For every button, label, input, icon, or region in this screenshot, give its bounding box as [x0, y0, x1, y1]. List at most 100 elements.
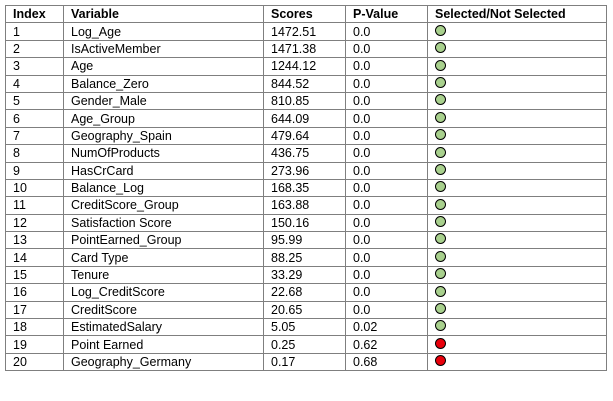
green-circle-icon: [435, 250, 446, 262]
row-index-cell: 7: [5, 126, 64, 146]
table-row: 19 Point Earned 0.25 0.62: [5, 335, 607, 354]
row-p-value-cell: 0.0: [345, 231, 428, 250]
row-score-cell: 20.65: [263, 300, 346, 320]
row-score-cell: 0.17: [263, 352, 346, 372]
table-row: 2 IsActiveMember 1471.38 0.0: [5, 39, 607, 59]
row-p-value-cell: 0.0: [345, 178, 428, 198]
row-index-cell: 10: [5, 178, 64, 198]
header-variable: Variable: [63, 4, 264, 24]
row-score-cell: 436.75: [263, 144, 346, 163]
row-variable-cell: Log_CreditScore: [63, 283, 264, 302]
row-status-cell: [427, 265, 607, 285]
row-index-cell: 1: [5, 22, 64, 41]
green-circle-icon: [435, 303, 446, 315]
row-variable-cell: Age: [63, 57, 264, 76]
row-p-value-cell: 0.0: [345, 22, 428, 41]
table-row: 13 PointEarned_Group 95.99 0.0: [5, 231, 607, 250]
table-row: 8 NumOfProducts 436.75 0.0: [5, 144, 607, 163]
table-row: 7 Geography_Spain 479.64 0.0: [5, 126, 607, 146]
green-circle-icon: [435, 42, 446, 54]
green-circle-icon: [435, 268, 446, 280]
row-status-cell: [427, 335, 607, 354]
table-row: 11 CreditScore_Group 163.88 0.0: [5, 196, 607, 215]
table-header: Index Variable Scores P-Value Selected/N…: [5, 4, 607, 24]
row-p-value-cell: 0.0: [345, 161, 428, 180]
row-variable-cell: CreditScore: [63, 300, 264, 320]
row-p-value-cell: 0.0: [345, 213, 428, 233]
header-scores: Scores: [263, 4, 346, 24]
row-p-value-cell: 0.0: [345, 126, 428, 146]
row-index-cell: 12: [5, 213, 64, 233]
row-index-cell: 4: [5, 74, 64, 93]
row-variable-cell: Age_Group: [63, 109, 264, 128]
row-p-value-cell: 0.0: [345, 144, 428, 163]
row-score-cell: 168.35: [263, 178, 346, 198]
row-status-cell: [427, 196, 607, 215]
row-variable-cell: NumOfProducts: [63, 144, 264, 163]
row-p-value-cell: 0.0: [345, 300, 428, 320]
row-status-cell: [427, 109, 607, 128]
row-status-cell: [427, 74, 607, 93]
row-score-cell: 5.05: [263, 318, 346, 337]
row-variable-cell: Point Earned: [63, 335, 264, 354]
table-row: 5 Gender_Male 810.85 0.0: [5, 91, 607, 111]
row-score-cell: 1244.12: [263, 57, 346, 76]
row-p-value-cell: 0.62: [345, 335, 428, 354]
row-variable-cell: Card Type: [63, 248, 264, 267]
row-score-cell: 644.09: [263, 109, 346, 128]
row-variable-cell: EstimatedSalary: [63, 318, 264, 337]
table-row: 4 Balance_Zero 844.52 0.0: [5, 74, 607, 93]
row-index-cell: 20: [5, 352, 64, 372]
row-status-cell: [427, 352, 607, 372]
row-variable-cell: Log_Age: [63, 22, 264, 41]
table-row: 12 Satisfaction Score 150.16 0.0: [5, 213, 607, 233]
row-score-cell: 844.52: [263, 74, 346, 93]
row-index-cell: 17: [5, 300, 64, 320]
row-status-cell: [427, 57, 607, 76]
row-variable-cell: Tenure: [63, 265, 264, 285]
row-status-cell: [427, 318, 607, 337]
row-p-value-cell: 0.0: [345, 248, 428, 267]
row-index-cell: 9: [5, 161, 64, 180]
row-score-cell: 95.99: [263, 231, 346, 250]
red-circle-icon: [435, 355, 446, 367]
row-p-value-cell: 0.0: [345, 57, 428, 76]
table-row: 17 CreditScore 20.65 0.0: [5, 300, 607, 320]
row-p-value-cell: 0.0: [345, 74, 428, 93]
row-variable-cell: Balance_Zero: [63, 74, 264, 93]
row-score-cell: 22.68: [263, 283, 346, 302]
row-status-cell: [427, 213, 607, 233]
row-index-cell: 8: [5, 144, 64, 163]
green-circle-icon: [435, 285, 446, 297]
row-score-cell: 163.88: [263, 196, 346, 215]
header-index: Index: [5, 4, 64, 24]
row-index-cell: 13: [5, 231, 64, 250]
row-variable-cell: Geography_Germany: [63, 352, 264, 372]
row-status-cell: [427, 283, 607, 302]
row-index-cell: 18: [5, 318, 64, 337]
row-index-cell: 5: [5, 91, 64, 111]
row-p-value-cell: 0.0: [345, 109, 428, 128]
row-index-cell: 6: [5, 109, 64, 128]
header-row: Index Variable Scores P-Value Selected/N…: [5, 4, 607, 24]
row-variable-cell: CreditScore_Group: [63, 196, 264, 215]
table-row: 14 Card Type 88.25 0.0: [5, 248, 607, 267]
table-row: 3 Age 1244.12 0.0: [5, 57, 607, 76]
green-circle-icon: [435, 94, 446, 106]
green-circle-icon: [435, 129, 446, 141]
row-score-cell: 88.25: [263, 248, 346, 267]
row-p-value-cell: 0.0: [345, 39, 428, 59]
table-body: 1 Log_Age 1472.51 0.0 2 IsActiveMember 1471.38…: [5, 22, 607, 372]
row-variable-cell: Gender_Male: [63, 91, 264, 111]
table-row: 18 EstimatedSalary 5.05 0.02: [5, 318, 607, 337]
row-variable-cell: HasCrCard: [63, 161, 264, 180]
green-circle-icon: [435, 181, 446, 193]
header-selected-not-selected: Selected/Not Selected: [427, 4, 607, 24]
green-circle-icon: [435, 163, 446, 175]
row-score-cell: 33.29: [263, 265, 346, 285]
row-status-cell: [427, 300, 607, 320]
row-variable-cell: IsActiveMember: [63, 39, 264, 59]
row-status-cell: [427, 161, 607, 180]
green-circle-icon: [435, 76, 446, 88]
row-p-value-cell: 0.02: [345, 318, 428, 337]
